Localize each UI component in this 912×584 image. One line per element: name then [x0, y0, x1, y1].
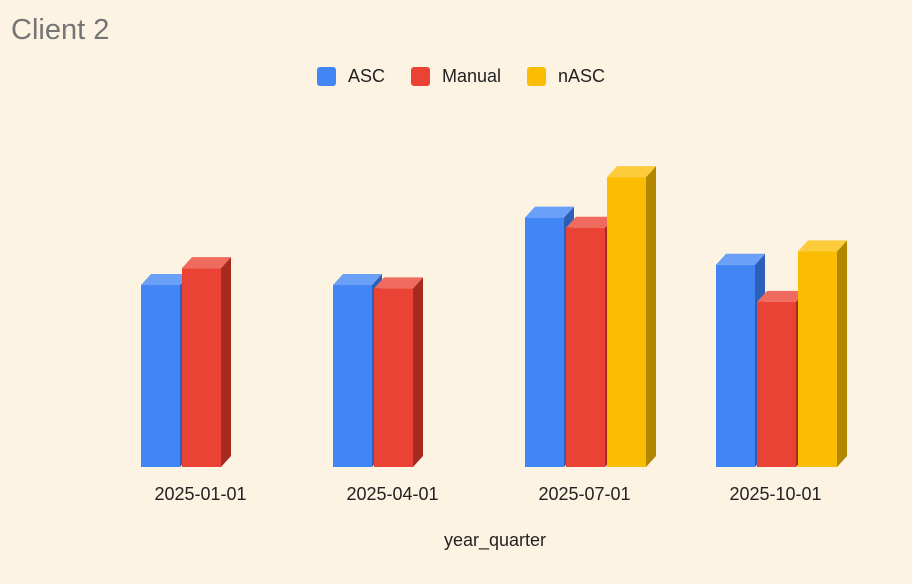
- legend-item-manual[interactable]: Manual: [410, 66, 502, 87]
- x-tick-label: 2025-07-01: [538, 484, 630, 504]
- legend-label-asc: ASC: [347, 66, 385, 86]
- x-axis-title: year_quarter: [443, 530, 547, 550]
- legend-item-nasc[interactable]: nASC: [527, 66, 605, 87]
- legend-swatch-nasc: [527, 67, 547, 86]
- legend-swatch-manual: [410, 67, 430, 86]
- bar-manual-2025-04-01[interactable]: [374, 277, 423, 467]
- legend: ASC Manual nASC: [0, 66, 912, 87]
- x-tick-label: 2025-10-01: [729, 484, 821, 504]
- legend-label-manual: Manual: [441, 66, 502, 86]
- chart-title: Client 2: [11, 14, 110, 46]
- bar-nasc-2025-10-01[interactable]: [798, 240, 847, 467]
- x-tick-label: 2025-04-01: [346, 484, 438, 504]
- bar-manual-2025-01-01[interactable]: [182, 257, 231, 467]
- legend-item-asc[interactable]: ASC: [316, 66, 385, 87]
- bar-nasc-2025-07-01[interactable]: [607, 166, 656, 467]
- legend-label-nasc: nASC: [558, 66, 606, 86]
- legend-swatch-asc: [316, 67, 336, 86]
- x-tick-label: 2025-01-01: [154, 484, 246, 504]
